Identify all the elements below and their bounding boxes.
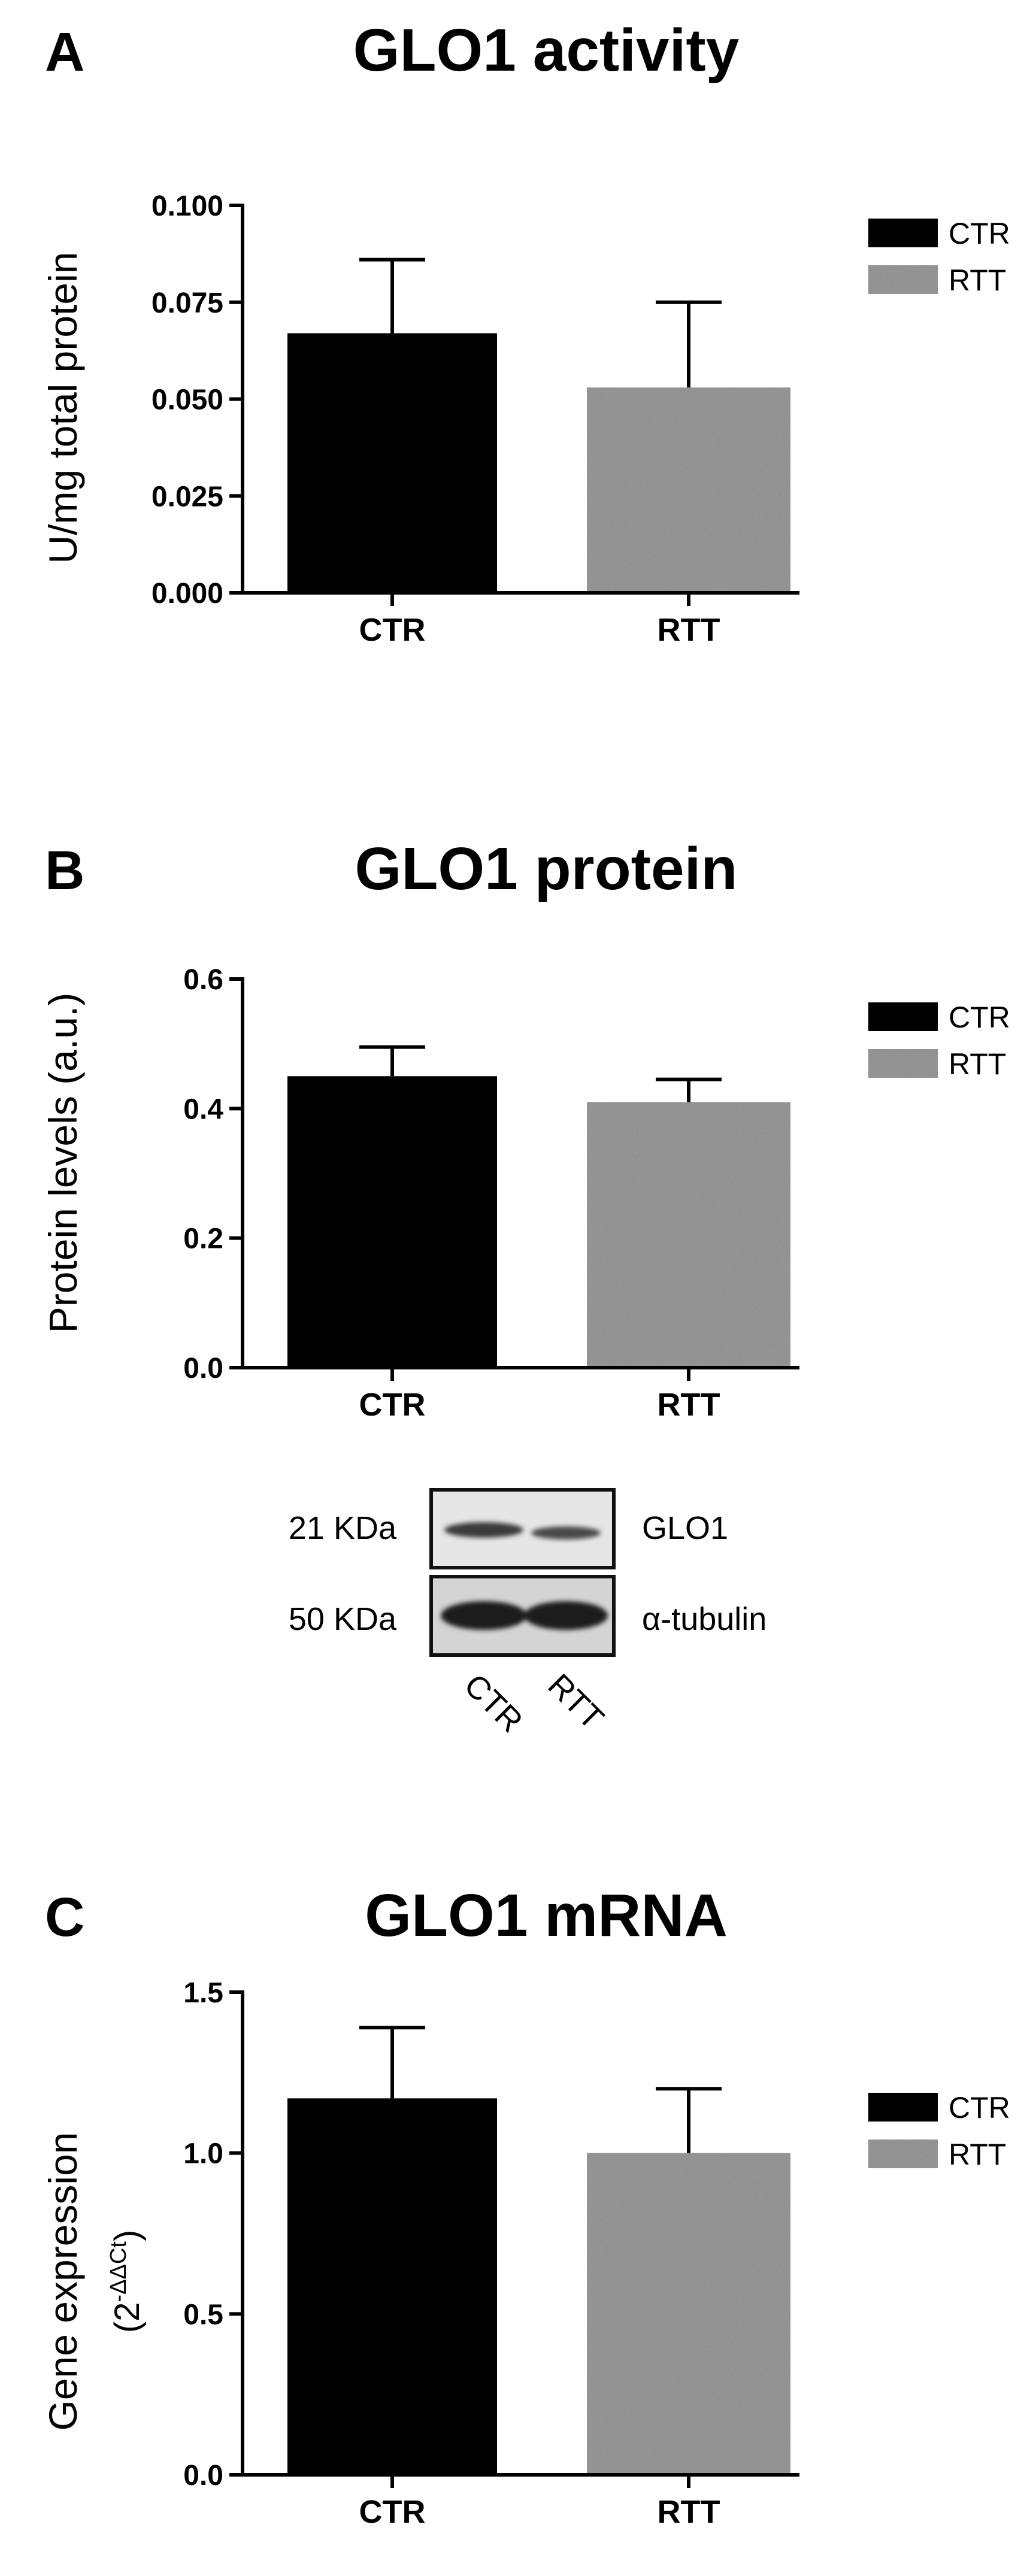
x-tick-label: CTR [359,2494,426,2530]
panel-b: B GLO1 protein Protein levels (a.u.) CTR… [41,835,1010,1739]
blot-lane-label: CTR [458,1667,530,1739]
unit-end: ) [108,2230,147,2241]
plot: CTR RTT 0.0 0.5 1.0 1.5 [183,1977,799,2530]
plot: CTR RTT 0.0 0.2 0.4 0.6 [183,964,799,1423]
legend-swatch-rtt [868,2139,938,2168]
legend-swatch-ctr [868,219,938,247]
blot-band-glo1-ctr [444,1522,523,1538]
y-tick-label: 0.2 [183,1223,223,1255]
legend: CTR RTT [868,217,1010,297]
legend-label-ctr: CTR [949,2091,1010,2125]
y-tick-label: 0.075 [152,287,223,319]
legend-swatch-ctr [868,2093,938,2122]
bar-rtt [587,2153,790,2475]
bar-rtt [587,387,790,593]
y-tick-label: 0.6 [183,964,223,996]
blot-protein-label: GLO1 [642,1510,728,1546]
blot-bands [441,1522,608,1630]
bar-rtt [587,1102,790,1368]
blot-mw-label: 50 KDa [289,1601,397,1637]
panel-a: A GLO1 activity U/mg total protein CTR RT… [41,17,1010,648]
blot-protein-label: α-tubulin [642,1601,767,1637]
legend-label-rtt: RTT [949,263,1006,297]
blot-band-tubulin-ctr [441,1601,527,1630]
legend-swatch-rtt [868,1049,938,1078]
unit-sup: -ΔΔCt [106,2241,131,2302]
y-axis-label: Protein levels (a.u.) [41,993,85,1334]
panel-title: GLO1 protein [355,835,738,902]
y-tick-label: 0.0 [183,1353,223,1384]
legend: CTR RTT [868,1001,1010,1081]
panel-letter: B [45,840,84,901]
blot-band-tubulin-rtt [524,1601,608,1630]
panel-letter: C [45,1887,84,1948]
plot: CTR RTT 0.000 0.025 0.050 0.075 0.100 [152,190,799,648]
bar-ctr [287,2098,497,2475]
y-tick-label: 0.050 [152,384,223,416]
blot-mw-label: 21 KDa [289,1510,397,1546]
x-tick-label: CTR [359,1387,426,1423]
panel-letter: A [45,22,84,83]
western-blot: 21 KDa 50 KDa GLO1 α-tubulin CTR RTT [289,1488,767,1739]
legend-swatch-ctr [868,1002,938,1031]
x-tick-label: CTR [359,612,426,648]
panel-title: GLO1 mRNA [365,1882,728,1949]
panel-c: C GLO1 mRNA Gene expression (2-ΔΔCt) CTR… [41,1882,1010,2530]
blot-band-glo1-rtt [531,1526,601,1539]
unit-base: (2 [108,2302,147,2333]
y-tick-label: 1.5 [183,1977,223,2009]
y-tick-label: 0.0 [183,2460,223,2492]
y-axis-label-unit: (2-ΔΔCt) [106,2230,147,2333]
y-tick-label: 0.5 [183,2299,223,2330]
legend-swatch-rtt [868,265,938,294]
y-axis-label: U/mg total protein [41,252,85,564]
y-tick-label: 1.0 [183,2138,223,2170]
y-tick-label: 0.4 [183,1093,223,1125]
y-axis-label: Gene expression [41,2132,85,2431]
x-tick-label: RTT [658,1387,720,1423]
bar-ctr [287,333,497,593]
y-tick-label: 0.025 [152,481,223,513]
y-tick-label: 0.100 [152,190,223,222]
legend-label-ctr: CTR [949,1001,1010,1034]
legend-label-rtt: RTT [949,2138,1006,2171]
x-tick-label: RTT [658,2494,720,2530]
legend-label-rtt: RTT [949,1047,1006,1081]
x-tick-label: RTT [658,612,720,648]
blot-lane-label: RTT [541,1667,611,1736]
y-tick-label: 0.000 [152,578,223,610]
panel-title: GLO1 activity [353,17,740,84]
legend: CTR RTT [868,2091,1010,2171]
legend-label-ctr: CTR [949,217,1010,250]
bar-ctr [287,1076,497,1368]
